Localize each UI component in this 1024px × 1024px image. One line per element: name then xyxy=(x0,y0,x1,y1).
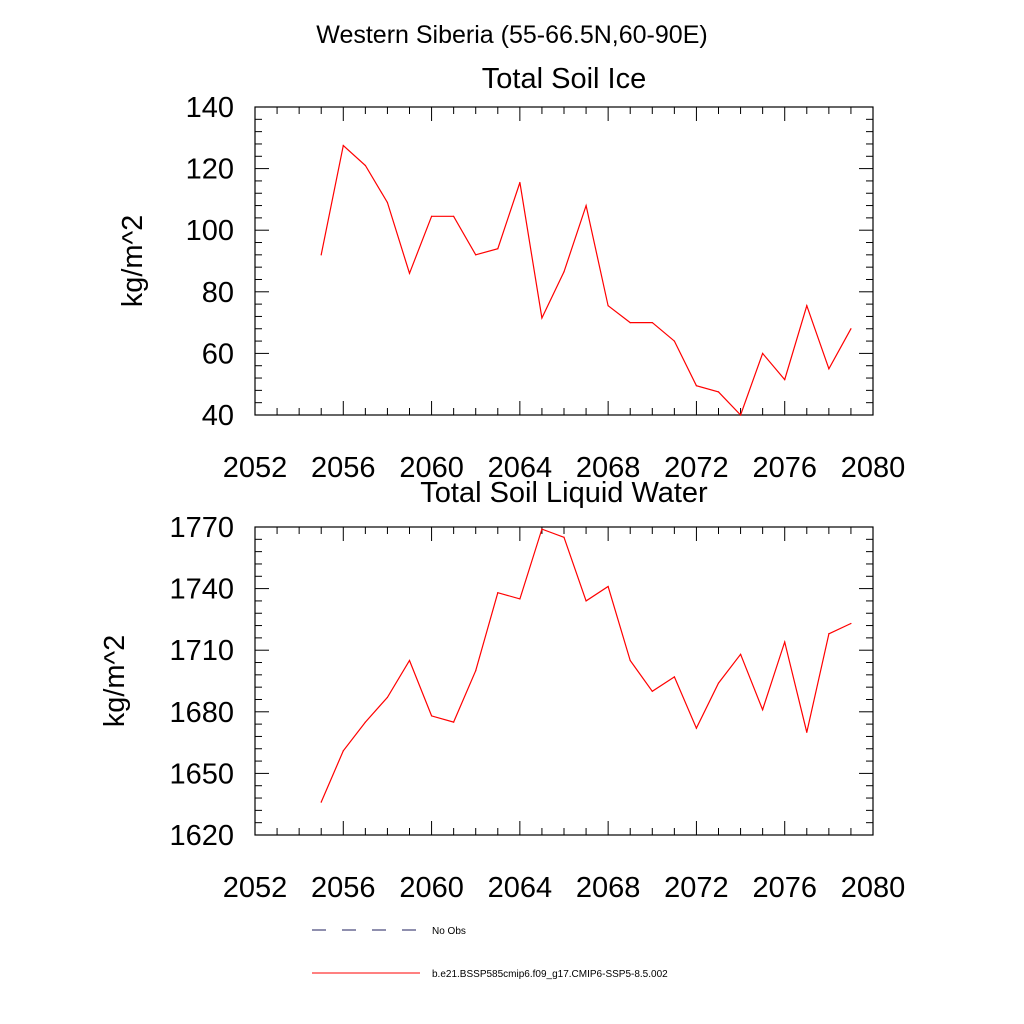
x-tick-label: 2056 xyxy=(311,452,376,484)
x-tick-label: 2076 xyxy=(752,872,817,904)
x-tick-label: 2060 xyxy=(399,452,464,484)
y-tick-label: 140 xyxy=(186,92,234,124)
chart-title: Total Soil Liquid Water xyxy=(420,477,708,509)
y-tick-label: 40 xyxy=(202,400,234,432)
legend: No Obs b.e21.BSSP585cmip6.f09_g17.CMIP6-S… xyxy=(312,926,668,980)
data-point xyxy=(850,328,852,330)
x-tick-label: 2076 xyxy=(752,452,817,484)
y-tick-label: 120 xyxy=(186,154,234,186)
data-point xyxy=(828,368,830,370)
chart-panel-2: Total Soil Liquid Water kg/m^2 2052 2056 206… xyxy=(99,477,905,904)
data-point xyxy=(762,352,764,354)
data-point xyxy=(806,731,808,733)
data-point xyxy=(519,181,521,184)
data-point xyxy=(695,727,698,729)
y-tick-label: 100 xyxy=(186,215,234,247)
chart-panel-1: Total Soil Ice kg/m^2 2052 2056 2060 2064 2068… xyxy=(117,63,905,484)
data-point xyxy=(629,659,631,662)
y-tick-label: 1740 xyxy=(169,574,234,606)
x-tick-label: 2064 xyxy=(488,872,553,904)
data-point xyxy=(430,215,433,217)
data-point xyxy=(475,254,477,256)
data-point xyxy=(717,391,720,393)
data-point xyxy=(342,750,344,752)
plot-frame xyxy=(254,526,874,836)
data-point xyxy=(541,317,543,319)
plot-frame xyxy=(254,106,874,416)
legend-label: No Obs xyxy=(432,926,466,937)
series-line xyxy=(320,528,852,803)
data-point xyxy=(585,600,587,602)
suptitle: Western Siberia (55-66.5N,60-90E) xyxy=(316,21,707,49)
data-point xyxy=(408,272,411,274)
data-point xyxy=(717,682,720,684)
data-point xyxy=(364,164,366,167)
data-point xyxy=(762,709,764,711)
chart-title: Total Soil Ice xyxy=(482,63,646,95)
y-tick-label: 1650 xyxy=(169,758,234,790)
x-tick-label: 2056 xyxy=(311,872,376,904)
y-tick-label: 1680 xyxy=(169,697,234,729)
data-point xyxy=(497,592,499,594)
y-tick-label: 1710 xyxy=(169,635,234,667)
data-point xyxy=(563,271,565,273)
data-point xyxy=(364,721,366,723)
data-point xyxy=(739,414,742,416)
legend-entry-2: b.e21.BSSP585cmip6.f09_g17.CMIP6-SSP5-8.… xyxy=(312,969,668,980)
data-point xyxy=(519,598,521,600)
x-tick-label: 2052 xyxy=(223,452,288,484)
data-point xyxy=(563,536,565,538)
data-point xyxy=(651,322,653,324)
data-point xyxy=(828,633,830,635)
data-point xyxy=(497,248,499,250)
y-tick-label: 1770 xyxy=(169,512,234,544)
y-tick-label: 60 xyxy=(202,338,234,370)
data-point xyxy=(739,653,742,655)
x-tick-label: 2064 xyxy=(488,452,553,484)
y-axis-label: kg/m^2 xyxy=(99,635,131,728)
data-point xyxy=(850,622,852,625)
data-point xyxy=(673,340,675,342)
data-point xyxy=(541,528,543,530)
data-point xyxy=(806,305,808,307)
data-point xyxy=(629,322,631,324)
data-point xyxy=(386,696,389,699)
data-point xyxy=(453,215,455,217)
data-point xyxy=(320,254,322,256)
y-tick-label: 1620 xyxy=(169,820,234,852)
data-point xyxy=(695,385,698,387)
data-point xyxy=(320,801,322,803)
data-point xyxy=(784,641,786,643)
data-point xyxy=(585,204,587,207)
data-point xyxy=(475,670,477,672)
legend-label: b.e21.BSSP585cmip6.f09_g17.CMIP6-SSP5-8.… xyxy=(432,969,668,980)
y-tick-label: 80 xyxy=(202,277,234,309)
series-line xyxy=(320,144,852,417)
data-point xyxy=(607,585,609,588)
x-tick-label: 2052 xyxy=(223,872,288,904)
charts-container: Total Soil Ice kg/m^2 2052 2056 2060 2064 2068… xyxy=(99,63,905,904)
data-point xyxy=(342,144,344,147)
data-point xyxy=(607,305,609,307)
data-point xyxy=(651,690,653,692)
x-tick-label: 2080 xyxy=(841,452,906,484)
data-point xyxy=(784,378,786,381)
x-tick-label: 2068 xyxy=(576,872,641,904)
y-axis-label: kg/m^2 xyxy=(117,215,149,308)
x-tick-label: 2072 xyxy=(664,872,729,904)
x-tick-label: 2072 xyxy=(664,452,729,484)
data-point xyxy=(673,676,675,678)
data-point xyxy=(430,715,433,717)
x-tick-label: 2060 xyxy=(399,872,464,904)
legend-entry-1: No Obs xyxy=(312,926,466,937)
data-point xyxy=(453,721,455,723)
x-tick-label: 2068 xyxy=(576,452,641,484)
x-tick-label: 2080 xyxy=(841,872,906,904)
data-point xyxy=(408,659,411,662)
data-point xyxy=(386,201,389,204)
